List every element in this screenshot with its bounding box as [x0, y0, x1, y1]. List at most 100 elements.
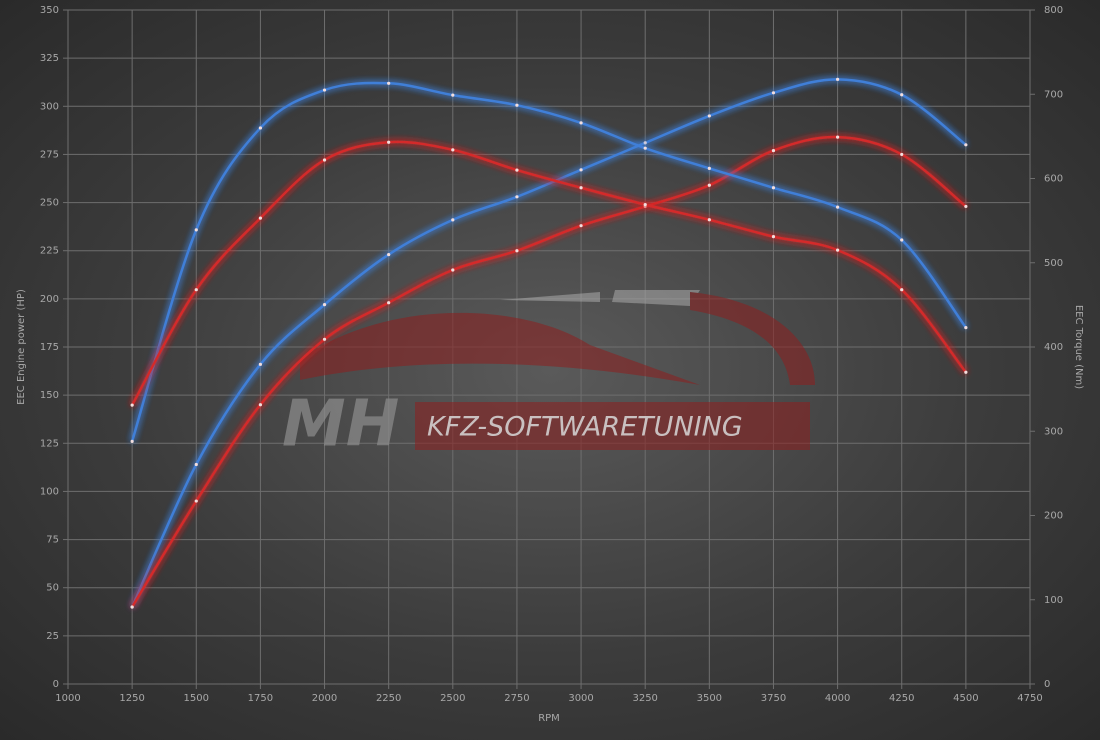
- data-point: [387, 140, 391, 144]
- data-point: [579, 121, 583, 125]
- y2-tick-label: 0: [1044, 679, 1050, 690]
- watermark-car: [300, 312, 700, 385]
- data-point: [515, 103, 519, 107]
- data-point: [258, 362, 262, 366]
- y-tick-label: 0: [53, 679, 59, 690]
- data-point: [130, 605, 134, 609]
- x-tick-label: 4750: [1017, 693, 1042, 704]
- y2-tick-label: 100: [1044, 595, 1063, 606]
- data-point: [322, 158, 327, 162]
- series-line: [130, 81, 967, 442]
- data-point: [643, 203, 647, 207]
- y2-axis-label: EEC Torque (Nm): [1073, 305, 1084, 389]
- data-point: [643, 141, 647, 145]
- data-point: [579, 224, 583, 228]
- data-point: [515, 168, 519, 172]
- y-tick-label: 300: [40, 101, 59, 112]
- data-point: [707, 166, 711, 170]
- watermark-text: KFZ-SOFTWARETUNING: [427, 412, 743, 443]
- data-point: [515, 195, 519, 199]
- x-tick-label: 2250: [376, 693, 401, 704]
- x-axis-label: RPM: [538, 713, 560, 724]
- y-tick-label: 150: [40, 390, 59, 401]
- y-axis-label: EEC Engine power (HP): [16, 289, 27, 405]
- data-point: [900, 288, 904, 292]
- y-tick-label: 350: [40, 5, 59, 16]
- x-tick-label: 4000: [825, 693, 850, 704]
- data-point: [194, 499, 198, 503]
- x-tick-label: 4250: [889, 693, 914, 704]
- x-tick-label: 1000: [55, 693, 80, 704]
- y-tick-label: 100: [40, 486, 59, 497]
- data-point: [643, 146, 647, 150]
- data-point: [451, 148, 455, 152]
- series-line: [130, 78, 967, 608]
- data-point: [964, 370, 968, 374]
- data-point: [258, 403, 262, 407]
- data-point: [130, 439, 134, 443]
- x-tick-label: 3750: [761, 693, 786, 704]
- y-tick-label: 325: [40, 53, 59, 64]
- x-tick-label: 2500: [440, 693, 465, 704]
- watermark: [300, 290, 815, 450]
- data-point: [194, 228, 198, 232]
- data-point: [836, 248, 840, 252]
- x-tick-label: 1250: [119, 693, 144, 704]
- data-point: [836, 135, 840, 139]
- y-tick-label: 25: [46, 631, 59, 642]
- y2-tick-label: 700: [1044, 89, 1063, 100]
- data-point: [387, 252, 391, 257]
- data-point: [771, 148, 776, 153]
- y-tick-label: 225: [40, 246, 59, 257]
- watermark-rear: [690, 292, 815, 385]
- data-point: [258, 126, 262, 130]
- data-point: [900, 238, 904, 242]
- data-point: [322, 337, 327, 341]
- data-point: [322, 303, 327, 307]
- y-tick-label: 175: [40, 342, 59, 353]
- data-point: [322, 88, 327, 92]
- data-point: [707, 114, 711, 118]
- data-point: [964, 143, 968, 147]
- x-tick-label: 4500: [953, 693, 978, 704]
- y2-tick-label: 500: [1044, 258, 1063, 269]
- y2-tick-label: 300: [1044, 426, 1063, 437]
- data-point: [771, 235, 776, 239]
- data-point: [771, 186, 776, 190]
- data-point: [579, 168, 583, 172]
- x-tick-label: 3250: [632, 693, 657, 704]
- data-point: [451, 93, 455, 97]
- y-tick-label: 200: [40, 294, 59, 305]
- data-point: [900, 152, 904, 157]
- data-point: [836, 77, 840, 81]
- y-tick-label: 275: [40, 149, 59, 160]
- watermark-roof: [500, 290, 700, 306]
- data-point: [194, 462, 198, 467]
- data-point: [900, 93, 904, 97]
- data-point: [194, 288, 198, 292]
- data-point: [387, 301, 391, 305]
- data-point: [707, 183, 711, 187]
- y2-tick-label: 400: [1044, 342, 1063, 353]
- y2-tick-label: 200: [1044, 511, 1063, 522]
- data-point: [387, 81, 391, 85]
- x-tick-label: 2750: [504, 693, 529, 704]
- y-tick-label: 250: [40, 198, 59, 209]
- y-tick-label: 50: [46, 583, 59, 594]
- x-tick-label: 1750: [248, 693, 273, 704]
- x-tick-label: 1500: [184, 693, 209, 704]
- data-point: [451, 218, 455, 222]
- y2-tick-label: 800: [1044, 5, 1063, 16]
- y-tick-label: 125: [40, 438, 59, 449]
- data-point: [258, 216, 262, 220]
- data-point: [836, 205, 840, 209]
- x-tick-label: 2000: [312, 693, 337, 704]
- x-tick-label: 3000: [568, 693, 593, 704]
- watermark-band: [415, 402, 810, 450]
- data-point: [771, 91, 776, 95]
- data-point: [964, 326, 968, 330]
- data-point: [707, 218, 711, 222]
- data-point: [130, 403, 134, 407]
